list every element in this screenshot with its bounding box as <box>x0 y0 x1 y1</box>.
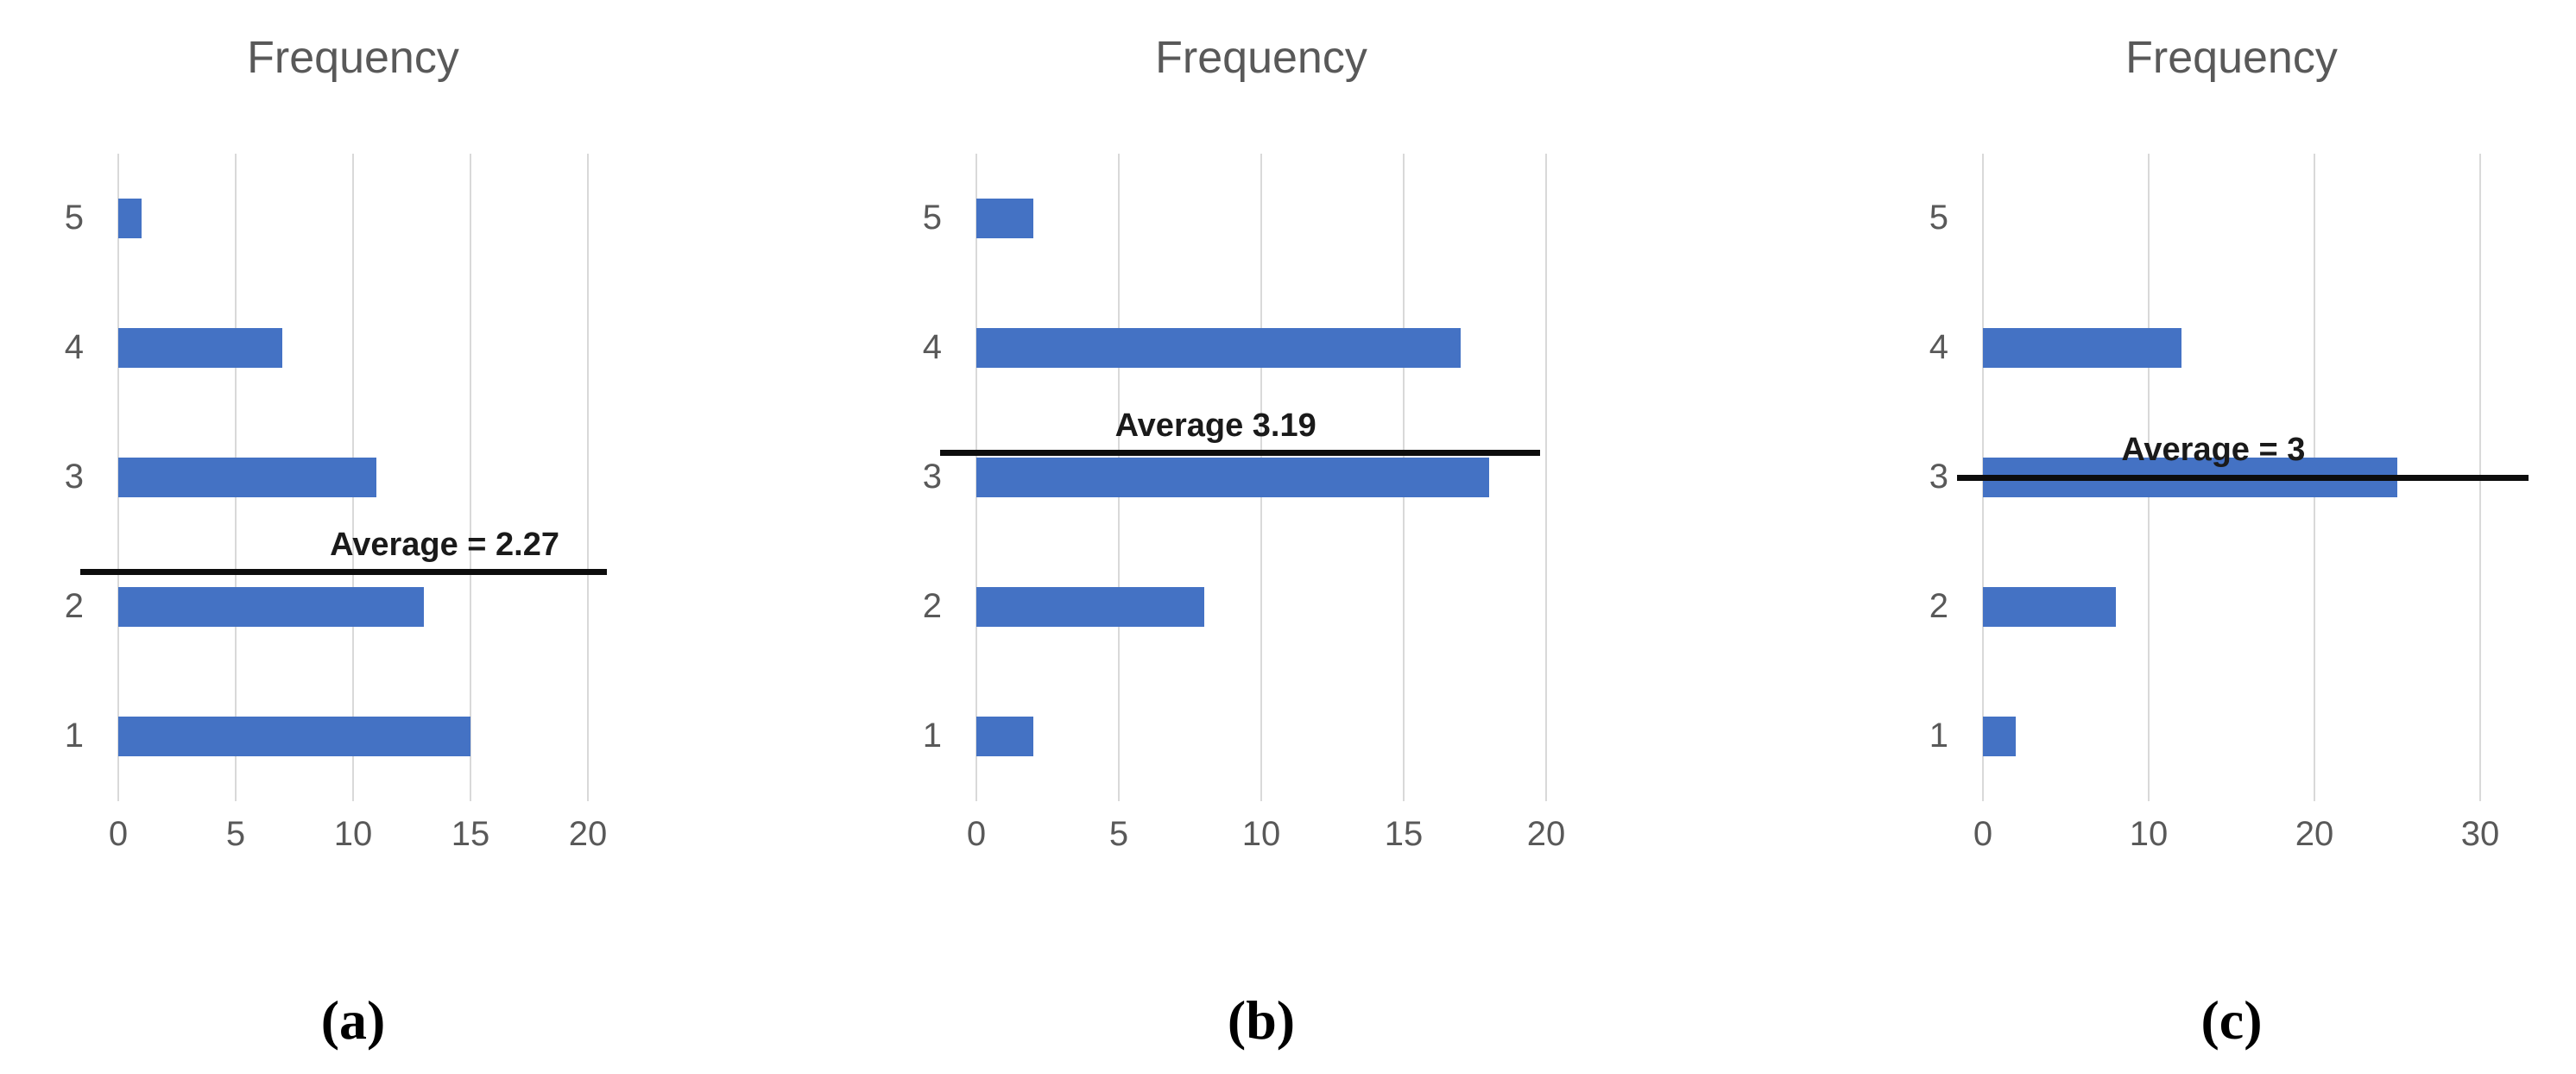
y-axis-category-label: 2 <box>1929 587 1948 625</box>
x-axis-tick-label: 15 <box>451 815 490 853</box>
chart-title: Frequency <box>1155 33 1367 83</box>
average-line <box>80 569 607 575</box>
chart-panel-c: Frequency Average = 3 (c) 0 10 20 30 5 4 3 2 1 <box>1718 0 2576 1074</box>
x-axis-tick-label: 30 <box>2460 815 2500 853</box>
y-axis-category-label: 2 <box>64 587 84 625</box>
frequency-bar <box>976 717 1033 756</box>
frequency-bar <box>976 458 1489 497</box>
chart-panel-a: Frequency Average = 2.27 (a) 0 5 10 15 20 5 4 3… <box>0 0 859 1074</box>
chart-panel-b: Frequency Average 3.19 (b) 0 5 10 15 20 5 4 3 2 1 <box>859 0 1718 1074</box>
gridline <box>470 154 471 801</box>
average-line <box>1957 474 2529 481</box>
y-axis-category-label: 5 <box>922 199 942 237</box>
y-axis-category-label: 3 <box>64 458 84 496</box>
average-label: Average = 3 <box>2121 432 2306 468</box>
x-axis-tick-label: 0 <box>966 815 987 853</box>
x-axis-tick-label: 15 <box>1384 815 1424 853</box>
y-axis-category-label: 4 <box>1929 328 1948 366</box>
frequency-bar <box>118 199 142 238</box>
average-label: Average = 2.27 <box>330 526 559 563</box>
chart-title: Frequency <box>247 33 459 83</box>
gridline <box>1545 154 1547 801</box>
frequency-bar <box>976 328 1461 368</box>
y-axis-category-label: 5 <box>64 199 84 237</box>
average-label: Average 3.19 <box>1114 407 1316 444</box>
x-axis-tick-label: 20 <box>2295 815 2334 853</box>
frequency-bar <box>118 717 470 756</box>
x-axis-tick-label: 10 <box>1241 815 1281 853</box>
y-axis-category-label: 1 <box>922 717 942 755</box>
y-axis-category-label: 5 <box>1929 199 1948 237</box>
x-axis-tick-label: 10 <box>333 815 373 853</box>
panel-caption: (a) <box>320 989 386 1051</box>
panel-caption: (c) <box>2200 989 2263 1051</box>
frequency-bar <box>976 587 1204 627</box>
y-axis-category-label: 3 <box>922 458 942 496</box>
y-axis-category-label: 4 <box>922 328 942 366</box>
x-axis-tick-label: 0 <box>108 815 129 853</box>
frequency-bar <box>1983 717 2017 756</box>
frequency-bar <box>118 458 377 497</box>
panel-caption: (b) <box>1227 989 1296 1051</box>
y-axis-category-label: 1 <box>64 717 84 755</box>
chart-title: Frequency <box>2125 33 2338 83</box>
y-axis-category-label: 4 <box>64 328 84 366</box>
gridline <box>587 154 589 801</box>
frequency-bar <box>1983 587 2116 627</box>
x-axis-tick-label: 5 <box>1108 815 1129 853</box>
y-axis-category-label: 1 <box>1929 717 1948 755</box>
y-axis-category-label: 2 <box>922 587 942 625</box>
frequency-bar <box>1983 328 2182 368</box>
y-axis-category-label: 3 <box>1929 458 1948 496</box>
x-axis-tick-label: 5 <box>225 815 246 853</box>
x-axis-tick-label: 0 <box>1973 815 1993 853</box>
x-axis-tick-label: 20 <box>568 815 608 853</box>
frequency-bar <box>118 328 283 368</box>
x-axis-tick-label: 20 <box>1526 815 1566 853</box>
frequency-bar <box>118 587 424 627</box>
x-axis-tick-label: 10 <box>2129 815 2169 853</box>
average-line <box>940 450 1541 456</box>
frequency-bar <box>976 199 1033 238</box>
